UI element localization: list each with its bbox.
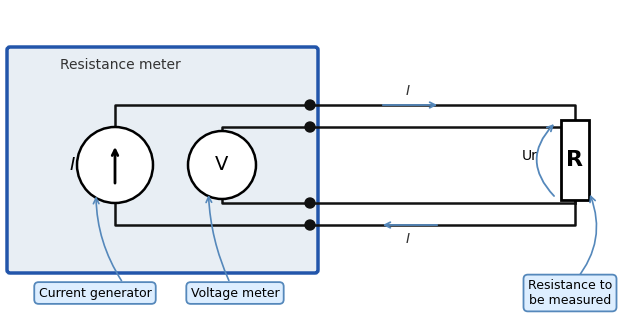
Text: I: I <box>406 232 410 246</box>
Text: V: V <box>215 156 228 175</box>
Text: Voltage meter: Voltage meter <box>191 287 279 300</box>
Circle shape <box>305 220 315 230</box>
Text: Resistance meter: Resistance meter <box>60 58 180 72</box>
Text: Resistance to
be measured: Resistance to be measured <box>528 279 612 307</box>
Text: R: R <box>566 150 584 170</box>
Circle shape <box>305 122 315 132</box>
Text: I: I <box>406 84 410 98</box>
Ellipse shape <box>188 131 256 199</box>
Text: Current generator: Current generator <box>38 287 152 300</box>
Circle shape <box>305 198 315 208</box>
Text: Ur: Ur <box>522 149 538 163</box>
Text: I: I <box>70 156 75 174</box>
Circle shape <box>305 100 315 110</box>
Ellipse shape <box>77 127 153 203</box>
FancyBboxPatch shape <box>561 120 589 200</box>
FancyBboxPatch shape <box>7 47 318 273</box>
